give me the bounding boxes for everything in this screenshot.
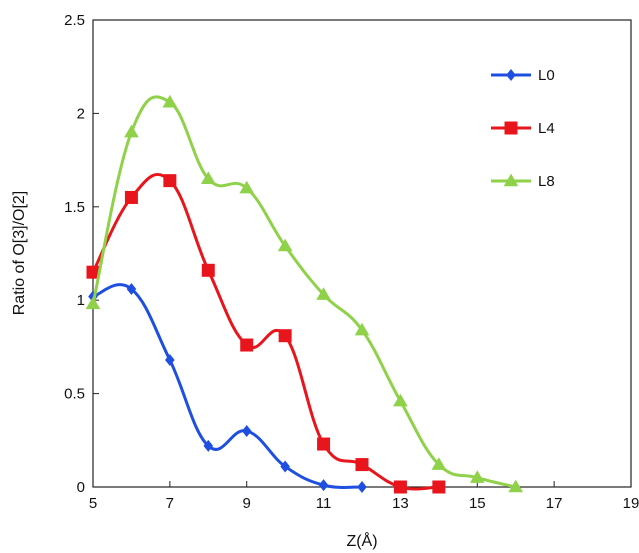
data-point-marker	[508, 479, 524, 493]
series-layer	[85, 94, 524, 494]
x-tick-label: 19	[623, 495, 639, 512]
data-point-marker	[357, 481, 367, 493]
data-point-marker	[393, 480, 407, 494]
series-line-L4	[91, 173, 441, 491]
data-point-marker	[165, 353, 175, 366]
y-tick-label: 2	[77, 105, 85, 122]
y-tick-label: 0.5	[64, 386, 85, 403]
y-tick-label: 2.5	[64, 12, 85, 29]
legend-label-L4: L4	[538, 120, 555, 137]
axis-ticks: 5 7 9 11 13 15 17 19 0 0.5 1 1.5 2 2.5	[64, 12, 639, 512]
data-point-marker	[393, 393, 408, 407]
data-point-marker	[163, 174, 177, 188]
data-point-marker	[354, 322, 370, 336]
data-point-marker	[318, 479, 329, 492]
data-point-marker	[316, 287, 331, 300]
x-tick-label: 11	[316, 495, 332, 512]
data-point-marker	[317, 437, 331, 451]
data-point-marker	[241, 424, 252, 437]
data-point-marker	[432, 480, 446, 494]
x-tick-label: 15	[469, 495, 486, 512]
data-point-marker	[86, 265, 100, 279]
data-point-marker	[200, 171, 216, 185]
data-point-marker	[280, 460, 290, 473]
legend: L0 L4 L8	[491, 67, 555, 190]
x-tick-label: 5	[89, 495, 97, 512]
y-tick-label: 0	[77, 479, 85, 496]
data-point-marker	[503, 173, 519, 187]
data-point-marker	[124, 124, 139, 138]
data-point-marker	[355, 458, 369, 472]
series-line-L8	[91, 95, 518, 489]
legend-label-L8: L8	[538, 173, 555, 190]
y-tick-label: 1	[77, 292, 85, 309]
x-tick-label: 13	[392, 495, 409, 512]
y-axis-label: Ratio of O[3]/O[2]	[11, 191, 28, 316]
x-tick-label: 17	[546, 495, 563, 512]
data-point-marker	[277, 238, 293, 252]
data-point-marker	[203, 439, 214, 452]
x-axis-label: Z(Å)	[346, 531, 377, 550]
data-point-marker	[431, 457, 447, 470]
data-point-marker	[201, 263, 215, 277]
legend-label-L0: L0	[538, 67, 555, 84]
data-point-marker	[504, 121, 518, 135]
series-line-L0	[91, 283, 364, 489]
y-tick-label: 1.5	[64, 199, 85, 216]
data-point-marker	[162, 94, 178, 108]
plot-frame	[92, 19, 632, 488]
data-point-marker	[239, 180, 255, 194]
data-point-marker	[278, 329, 292, 343]
x-tick-label: 9	[243, 495, 251, 512]
data-point-marker	[506, 69, 516, 81]
data-point-marker	[85, 296, 101, 310]
data-point-marker	[240, 338, 254, 352]
data-point-marker	[124, 190, 138, 204]
data-point-marker	[126, 282, 137, 295]
data-point-marker	[469, 470, 485, 483]
x-tick-label: 7	[166, 495, 174, 512]
